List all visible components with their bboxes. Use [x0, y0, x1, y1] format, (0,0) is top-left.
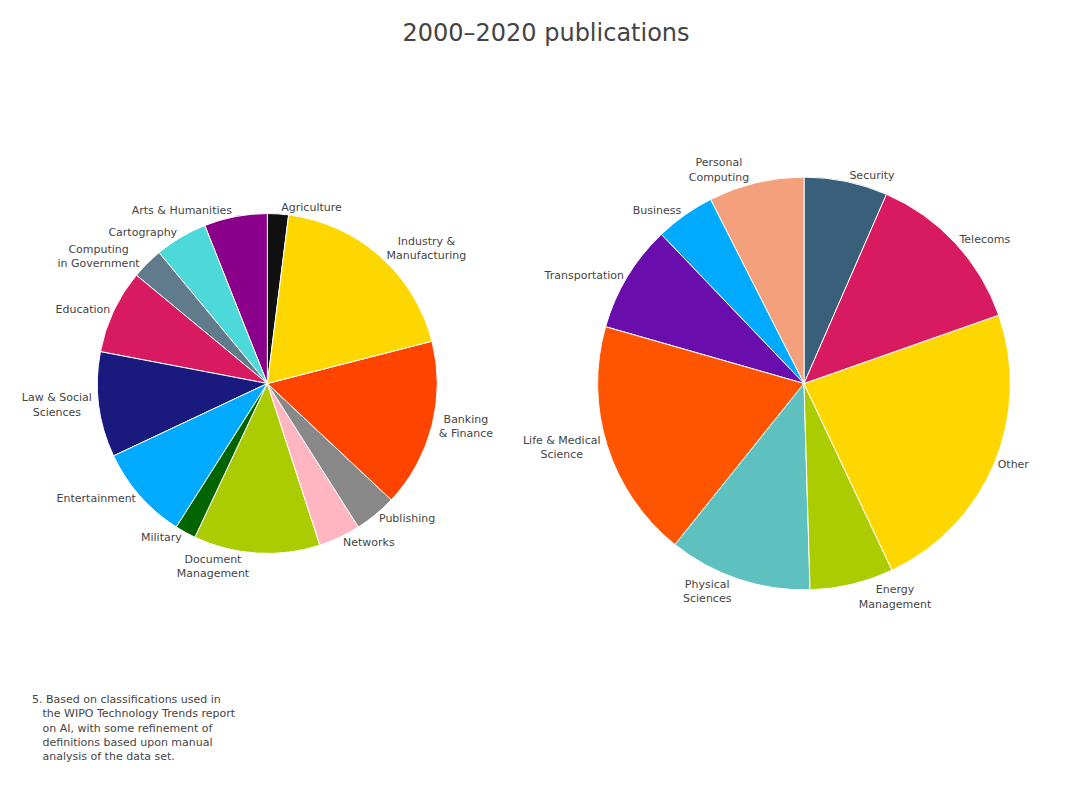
svg-text:PhysicalSciences: PhysicalSciences	[683, 578, 732, 605]
svg-text:2000–2020 publications: 2000–2020 publications	[402, 19, 689, 47]
svg-text:EnergyManagement: EnergyManagement	[859, 583, 932, 610]
svg-text:DocumentManagement: DocumentManagement	[177, 553, 250, 580]
svg-text:Arts & Humanities: Arts & Humanities	[132, 204, 233, 217]
svg-text:Entertainment: Entertainment	[57, 492, 137, 505]
svg-text:Networks: Networks	[343, 536, 395, 549]
svg-text:Cartography: Cartography	[108, 226, 177, 239]
svg-text:Industry &Manufacturing: Industry &Manufacturing	[387, 235, 467, 262]
svg-text:Publishing: Publishing	[379, 512, 435, 525]
svg-text:Education: Education	[56, 303, 111, 316]
svg-text:Computingin Government: Computingin Government	[58, 243, 141, 270]
svg-text:Security: Security	[849, 169, 895, 182]
svg-text:Other: Other	[998, 458, 1030, 471]
svg-text:Life & MedicalScience: Life & MedicalScience	[523, 434, 601, 461]
svg-text:Military: Military	[141, 531, 182, 544]
svg-text:Banking& Finance: Banking& Finance	[439, 413, 493, 440]
svg-text:5. Based on classifications us: 5. Based on classifications used in the …	[32, 693, 236, 763]
svg-text:Agriculture: Agriculture	[281, 201, 342, 214]
svg-text:Business: Business	[633, 204, 682, 217]
svg-text:Telecoms: Telecoms	[958, 233, 1010, 246]
svg-text:PersonalComputing: PersonalComputing	[689, 156, 749, 183]
svg-text:Law & SocialSciences: Law & SocialSciences	[22, 391, 92, 418]
svg-text:Transportation: Transportation	[544, 269, 624, 282]
